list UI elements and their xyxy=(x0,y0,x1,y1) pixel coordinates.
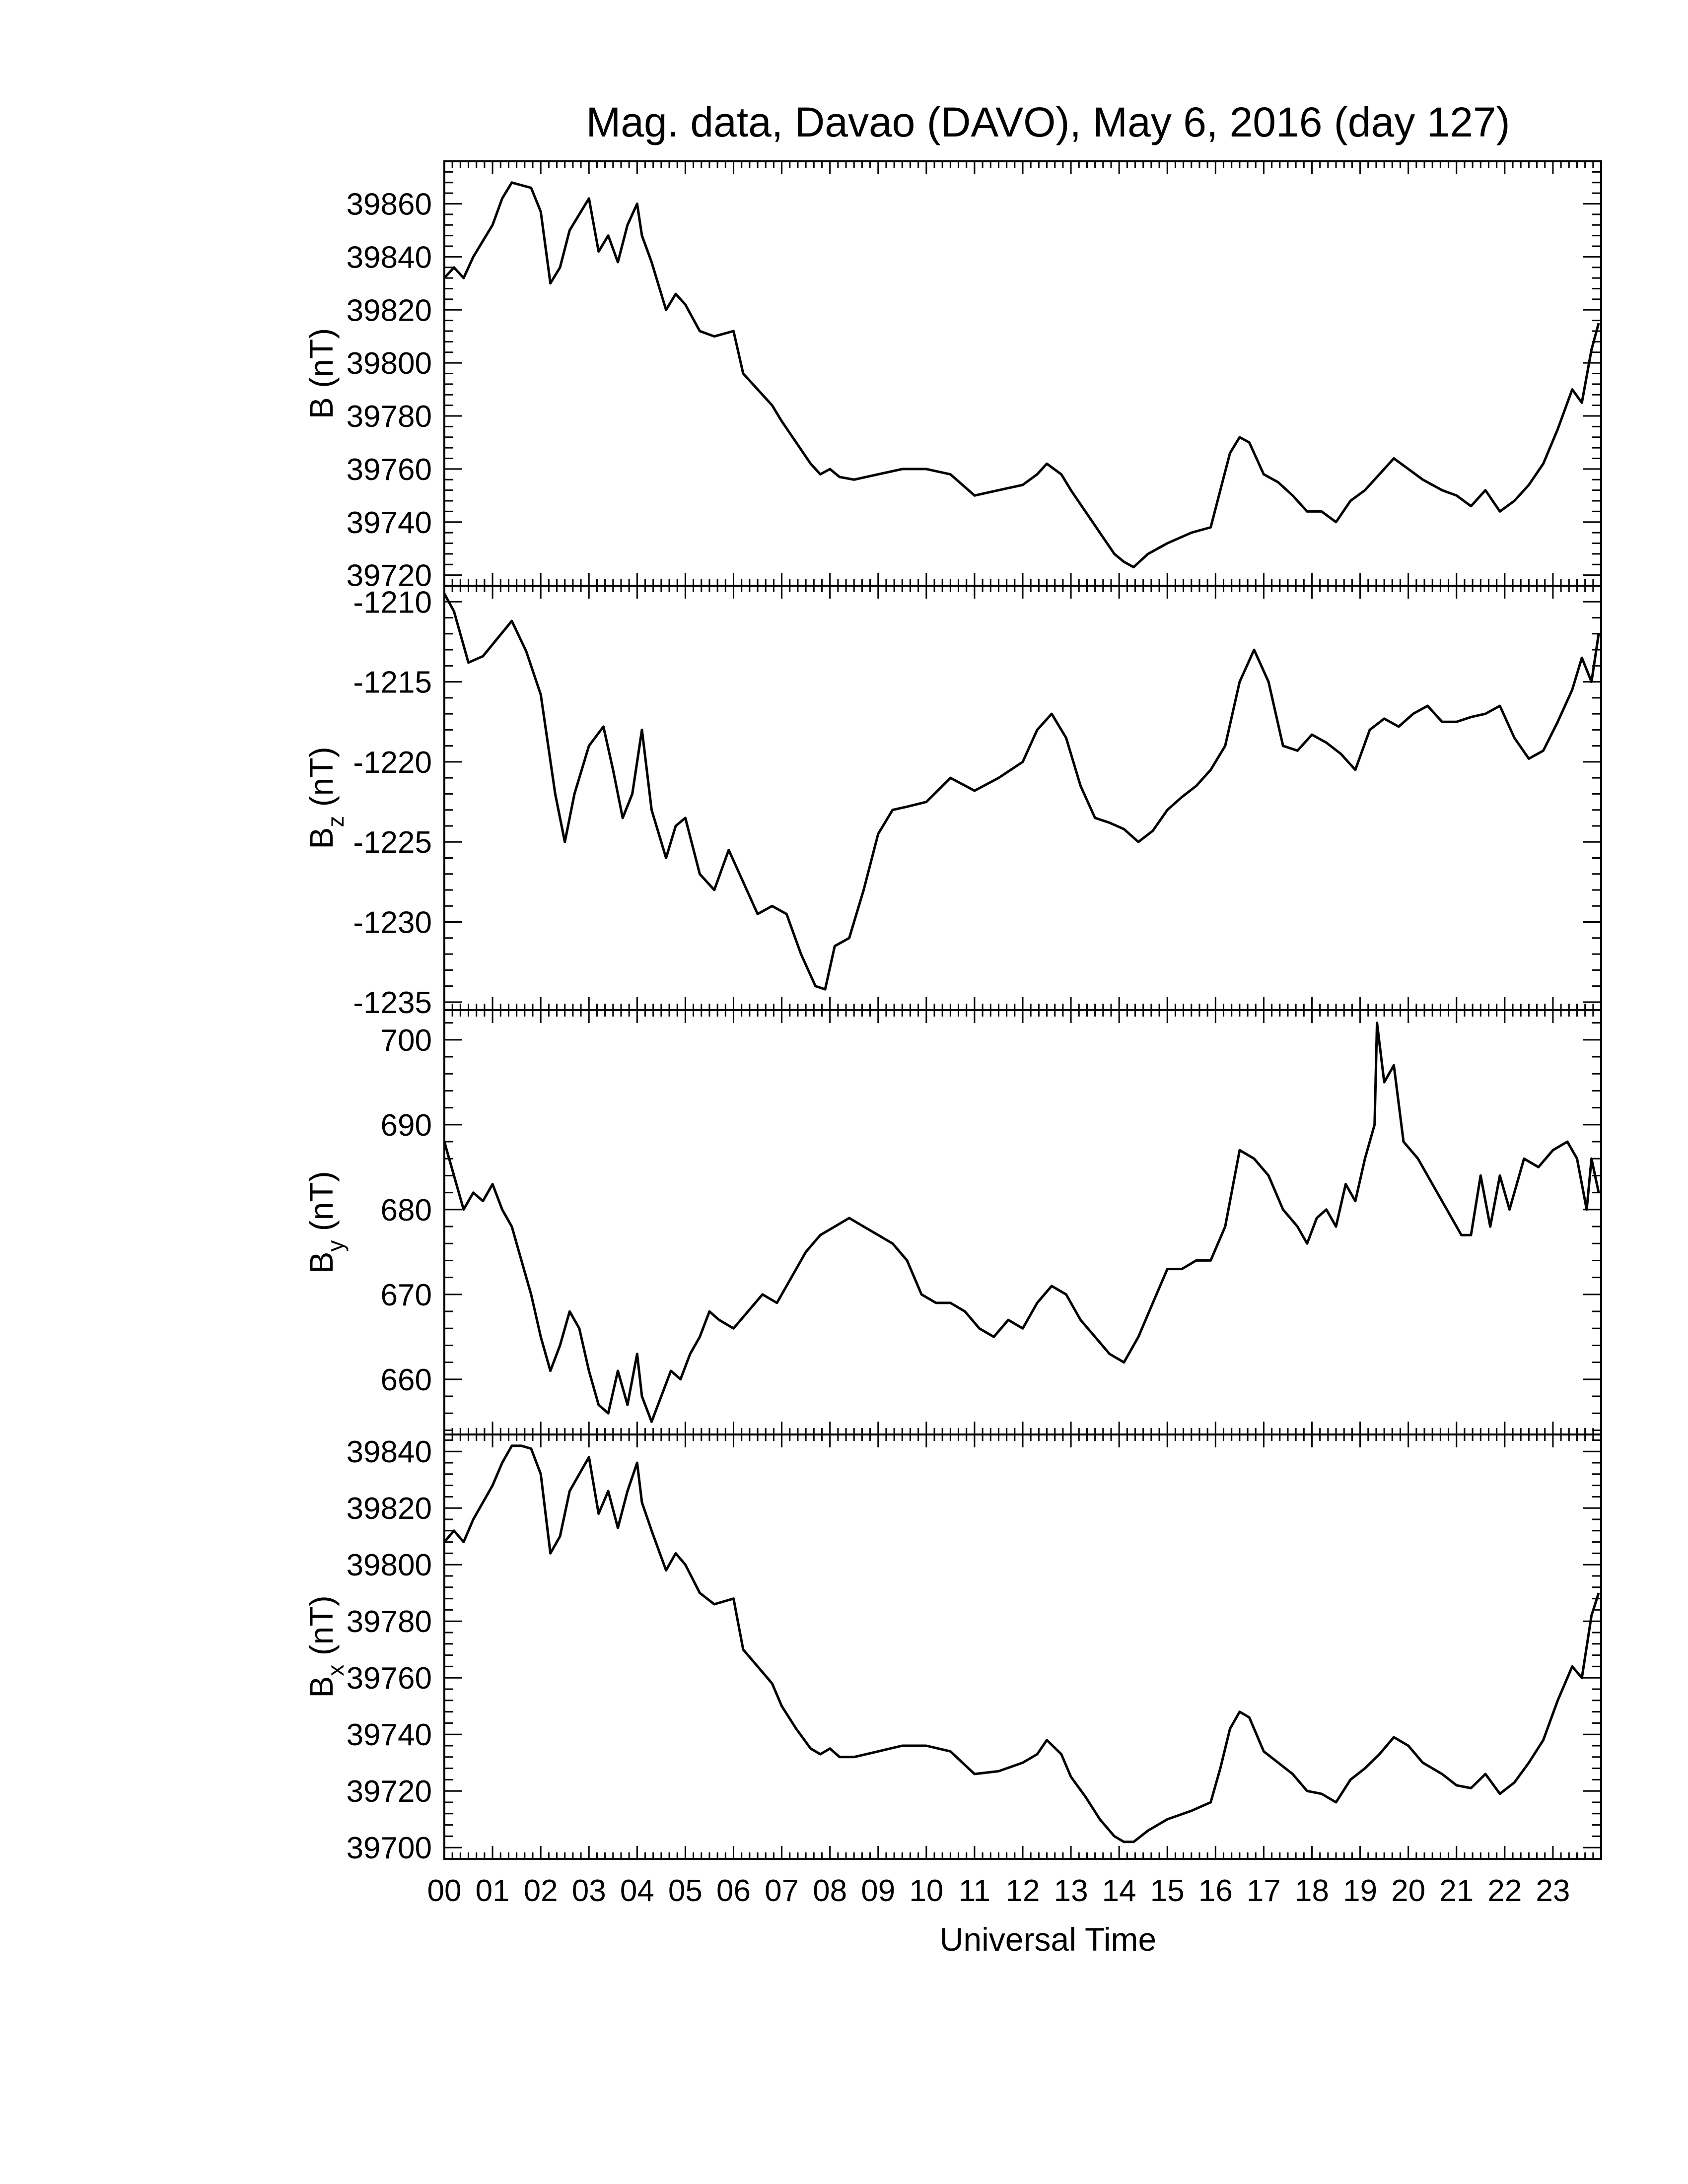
x-tick-label: 06 xyxy=(716,1874,751,1908)
x-tick-label: 09 xyxy=(861,1874,895,1908)
panel-x: 39700 39720 39740 39760 39780 39800 39820 39840… xyxy=(303,1433,1602,1865)
y-tick-label: 39780 xyxy=(347,1605,432,1639)
x-tick-label: 18 xyxy=(1295,1874,1329,1908)
y-tick-label: 39760 xyxy=(347,1661,432,1696)
y-tick-label: 39840 xyxy=(347,240,432,274)
plot-frame xyxy=(443,160,1602,587)
x-tick-label: 17 xyxy=(1247,1874,1281,1908)
y-tick-label: 39720 xyxy=(347,559,432,593)
y-tick-label: -1220 xyxy=(353,746,432,780)
y-tick-label: -1235 xyxy=(353,986,432,1020)
chart-title: Mag. data, Davao (DAVO), May 6, 2016 (da… xyxy=(586,99,1510,145)
y-tick-label: 39800 xyxy=(347,1548,432,1582)
y-tick-label: 39820 xyxy=(347,1492,432,1526)
x-tick-label: 12 xyxy=(1006,1874,1040,1908)
y-tick-label: 39800 xyxy=(347,346,432,381)
y-tick-label: 690 xyxy=(381,1108,432,1143)
x-tick-label: 19 xyxy=(1343,1874,1377,1908)
y-axis-label: By (nT) xyxy=(303,1171,349,1273)
y-axis-label: Bx (nT) xyxy=(303,1595,349,1698)
y-axis-label: B (nT) xyxy=(303,328,340,419)
x-tick-label: 00 xyxy=(427,1874,462,1908)
series-line xyxy=(443,181,1600,569)
chart-panels: 39720 39740 39760 39780 39800 39820 39840 39860… xyxy=(303,160,1602,1908)
x-tick-label: 15 xyxy=(1150,1874,1185,1908)
y-tick-label: 680 xyxy=(381,1193,432,1228)
x-tick-label: 11 xyxy=(959,1874,990,1908)
x-tick-label: 01 xyxy=(476,1874,510,1908)
series-line xyxy=(443,1444,1600,1843)
x-tick-label: 05 xyxy=(668,1874,703,1908)
y-tick-label: -1230 xyxy=(353,906,432,940)
x-axis-title: Universal Time xyxy=(940,1921,1156,1958)
y-tick-label: -1215 xyxy=(353,666,432,700)
y-tick-label: 660 xyxy=(381,1363,432,1397)
panel-b: 39720 39740 39760 39780 39800 39820 39840 39860… xyxy=(303,160,1602,593)
y-tick-label: 670 xyxy=(381,1278,432,1312)
panel-z: -1235 -1230 -1225 -1220 -1215 -1210 Bz (nT) xyxy=(303,585,1602,1020)
plot-frame xyxy=(443,1433,1602,1860)
x-tick-label: 14 xyxy=(1102,1874,1136,1908)
y-axis-label: Bz (nT) xyxy=(303,747,349,849)
x-tick-label: 20 xyxy=(1391,1874,1425,1908)
y-tick-label: 39720 xyxy=(347,1774,432,1809)
y-tick-label: -1210 xyxy=(353,585,432,619)
series-line xyxy=(443,593,1600,991)
y-tick-label: 700 xyxy=(381,1024,432,1058)
x-tick-label: 16 xyxy=(1198,1874,1233,1908)
x-tick-label: 10 xyxy=(909,1874,943,1908)
y-tick-label: 39740 xyxy=(347,1718,432,1752)
y-tick-label: 39700 xyxy=(347,1831,432,1865)
y-tick-label: 39860 xyxy=(347,188,432,222)
x-tick-label: 22 xyxy=(1487,1874,1522,1908)
y-tick-label: 39760 xyxy=(347,453,432,487)
x-tick-label: 08 xyxy=(813,1874,847,1908)
y-tick-label: 39740 xyxy=(347,506,432,540)
x-tick-label: 04 xyxy=(620,1874,654,1908)
x-tick-label: 13 xyxy=(1054,1874,1088,1908)
y-tick-label: 39840 xyxy=(347,1435,432,1469)
x-tick-label: 03 xyxy=(572,1874,606,1908)
x-tick-label: 23 xyxy=(1536,1874,1570,1908)
panel-y: 660 670 680 690 700 By (nT) xyxy=(303,1009,1602,1435)
y-tick-label: 39780 xyxy=(347,400,432,434)
y-tick-label: -1225 xyxy=(353,825,432,860)
series-line xyxy=(443,1022,1600,1423)
x-tick-label: 21 xyxy=(1439,1874,1474,1908)
x-tick-label: 07 xyxy=(765,1874,799,1908)
y-tick-label: 39820 xyxy=(347,293,432,328)
x-tick-label: 02 xyxy=(524,1874,558,1908)
